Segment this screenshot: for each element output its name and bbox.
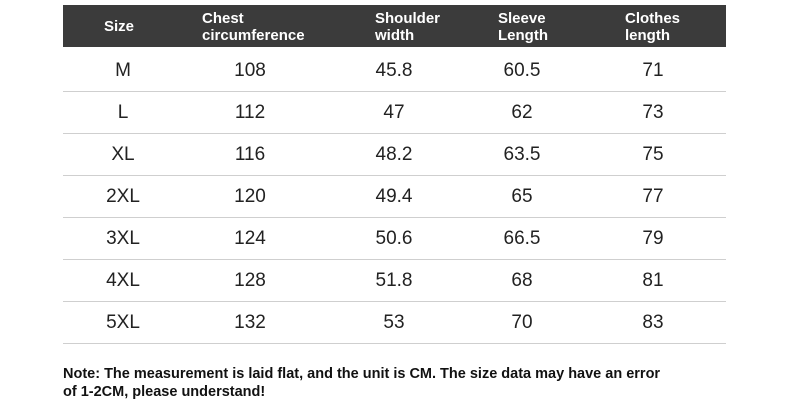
table-cell: 68 [511, 270, 533, 291]
header-cell: Sleeve [498, 10, 546, 27]
table-cell: 62 [511, 102, 533, 123]
row-divider [63, 301, 726, 302]
table-cell: 47 [383, 102, 405, 123]
header-cell: width [375, 27, 415, 44]
table-cell: 116 [234, 144, 266, 165]
table-cell: M [115, 60, 131, 81]
table-cell: 83 [642, 312, 664, 333]
row-divider [63, 91, 726, 92]
table-cell: 49.4 [375, 186, 413, 207]
table-cell: 75 [642, 144, 664, 165]
table-cell: 63.5 [503, 144, 541, 165]
header-cell: Shoulder [375, 10, 441, 27]
table-cell: 65 [511, 186, 533, 207]
table-cell: 79 [642, 228, 664, 249]
header-cell: length [625, 27, 670, 44]
row-divider [63, 217, 726, 218]
table-cell: 4XL [106, 270, 140, 291]
row-divider [63, 259, 726, 260]
table-cell: 81 [642, 270, 664, 291]
table-cell: 132 [234, 312, 266, 333]
table-cell: 112 [234, 102, 266, 123]
table-cell: 5XL [106, 312, 140, 333]
table-cell: 128 [234, 270, 266, 291]
table-cell: 77 [642, 186, 664, 207]
header-cell: Chest [202, 10, 244, 27]
table-cell: 66.5 [503, 228, 541, 249]
table-cell: 71 [642, 60, 664, 81]
table-cell: 120 [234, 186, 266, 207]
table-cell: 51.8 [375, 270, 413, 291]
table-cell: 60.5 [503, 60, 541, 81]
row-divider [63, 175, 726, 176]
table-header [63, 5, 726, 47]
table-cell: 3XL [106, 228, 140, 249]
table-cell: L [117, 102, 129, 123]
table-cell: 53 [383, 312, 405, 333]
header-cell: Size [104, 18, 135, 35]
header-cell: circumference [202, 27, 305, 44]
table-cell: 108 [234, 60, 266, 81]
header-cell: Length [498, 27, 548, 44]
row-divider [63, 133, 726, 134]
header-cell: Clothes [625, 10, 681, 27]
note-text: Note: The measurement is laid flat, and … [63, 366, 661, 382]
table-cell: 124 [234, 228, 266, 249]
table-cell: 45.8 [375, 60, 413, 81]
table-cell: 48.2 [375, 144, 413, 165]
table-cell: 73 [642, 102, 664, 123]
note-text: of 1-2CM, please understand! [63, 384, 266, 400]
row-divider [63, 343, 726, 344]
table-cell: 50.6 [375, 228, 413, 249]
table-cell: 2XL [106, 186, 140, 207]
table-cell: 70 [511, 312, 533, 333]
table-cell: XL [111, 144, 135, 165]
